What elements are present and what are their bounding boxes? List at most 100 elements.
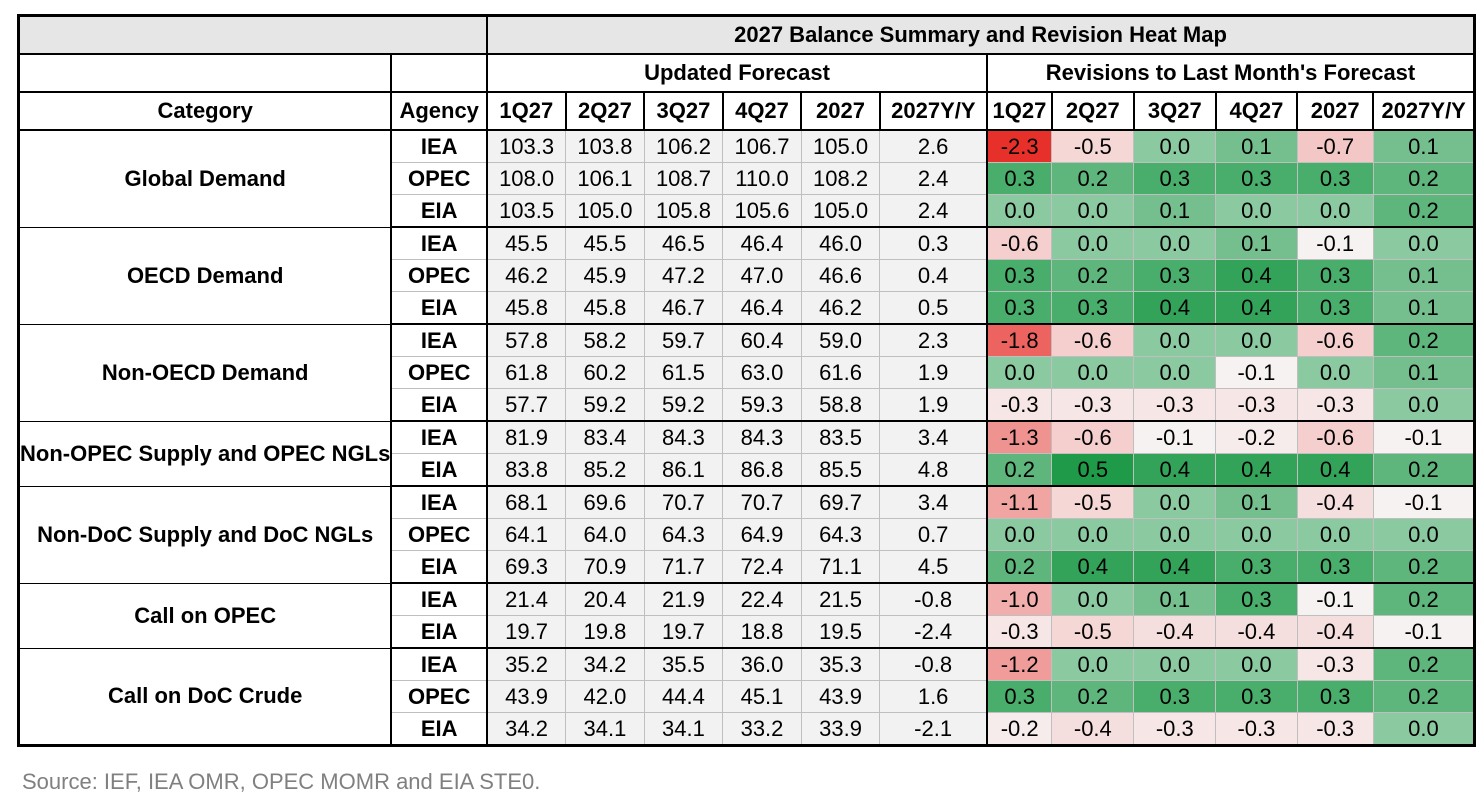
revision-heat-cell: -1.2 xyxy=(986,647,1053,681)
updated-value-cell: 86.1 xyxy=(643,453,724,487)
revision-heat-cell: -0.2 xyxy=(1215,420,1298,454)
revision-heat-cell: -0.3 xyxy=(1296,712,1374,747)
updated-value-cell: 72.4 xyxy=(722,550,802,584)
column-header-revisions-2: 3Q27 xyxy=(1132,91,1217,131)
agency-label: EIA xyxy=(390,194,489,228)
revision-heat-cell: 0.0 xyxy=(1215,647,1298,681)
updated-value-cell: 105.0 xyxy=(800,129,881,163)
revision-heat-cell: -0.6 xyxy=(986,226,1053,260)
revision-heat-cell: 0.1 xyxy=(1372,356,1476,389)
updated-value-cell: 83.8 xyxy=(486,453,567,487)
updated-value-cell: -0.8 xyxy=(879,647,988,681)
revision-heat-cell: 0.3 xyxy=(986,259,1053,292)
updated-value-cell: 21.4 xyxy=(486,582,567,616)
revision-heat-cell: 0.0 xyxy=(1133,129,1217,163)
source-note: Source: IEF, IEA OMR, OPEC MOMR and EIA … xyxy=(22,769,541,794)
updated-value-cell: 103.3 xyxy=(486,129,567,163)
revision-heat-cell: 0.2 xyxy=(1372,453,1476,487)
category-label: Global Demand xyxy=(18,129,393,228)
revision-heat-cell: -0.3 xyxy=(1133,388,1217,422)
updated-value-cell: 59.0 xyxy=(800,323,881,357)
agency-label: IEA xyxy=(390,485,489,519)
revision-heat-cell: 0.3 xyxy=(1215,550,1298,584)
revision-heat-cell: -1.0 xyxy=(986,582,1053,616)
updated-value-cell: 106.1 xyxy=(565,162,645,195)
revision-heat-cell: 0.3 xyxy=(1296,550,1374,584)
revision-heat-cell: -0.5 xyxy=(1051,129,1135,163)
column-header-updated-2: 3Q27 xyxy=(643,91,724,131)
updated-value-cell: 68.1 xyxy=(486,485,567,519)
category-label: OECD Demand xyxy=(18,226,393,325)
updated-value-cell: 71.1 xyxy=(800,550,881,584)
updated-value-cell: 3.4 xyxy=(879,420,988,454)
table-row: OPEC 64.1 64.0 64.3 64.9 64.3 0.7 0.0 0.0 0.0 0.0 0… xyxy=(19,518,1476,551)
table-row: EIA 103.5 105.0 105.8 105.6 105.0 2.4 0.0 0.0 0.1… xyxy=(19,194,1476,228)
updated-value-cell: 58.8 xyxy=(800,388,881,422)
table-row: EIA 83.8 85.2 86.1 86.8 85.5 4.8 0.2 0.5 0.4 0.4 0.… xyxy=(19,453,1476,487)
revision-heat-cell: -0.5 xyxy=(1051,485,1135,519)
revision-heat-cell: -0.1 xyxy=(1372,420,1476,454)
updated-value-cell: 84.3 xyxy=(643,420,724,454)
table-row: Global Demand IEA 103.3 103.8 106.2 106.7 105.… xyxy=(18,129,1476,228)
updated-value-cell: 1.6 xyxy=(879,680,988,713)
revision-heat-cell: 0.0 xyxy=(1133,356,1217,389)
revision-heat-cell: 0.0 xyxy=(1051,356,1135,389)
agency-label: OPEC xyxy=(390,162,489,195)
agency-label: IEA xyxy=(390,129,489,163)
revision-heat-cell: 0.1 xyxy=(1133,582,1217,616)
revision-heat-cell: 0.3 xyxy=(1296,680,1374,713)
column-header-updated-4: 2027 xyxy=(800,91,881,131)
updated-value-cell: 19.7 xyxy=(486,615,567,649)
revision-heat-cell: 0.0 xyxy=(1051,582,1135,616)
agency-label: OPEC xyxy=(390,356,489,389)
revision-heat-cell: 0.0 xyxy=(1215,518,1298,551)
column-header-updated-0: 1Q27 xyxy=(486,91,567,131)
revision-heat-cell: 0.2 xyxy=(1372,550,1476,584)
revision-heat-cell: 0.0 xyxy=(986,356,1053,389)
category-label: Non-OPEC Supply and OPEC NGLs xyxy=(18,420,393,487)
group-header-revisions: Revisions to Last Month's Forecast xyxy=(985,53,1476,93)
table-row: Call on DoC Crude IEA 35.2 34.2 35.5 36.0 35.3… xyxy=(18,647,1476,746)
table-row: Non-OECD Demand IEA 57.8 58.2 59.7 60.4 59.0 2.… xyxy=(18,323,1476,422)
updated-value-cell: 71.7 xyxy=(643,550,724,584)
updated-value-cell: 105.6 xyxy=(722,194,802,228)
revision-heat-cell: 0.4 xyxy=(1296,453,1374,487)
updated-value-cell: 45.9 xyxy=(565,259,645,292)
revision-heat-cell: 0.0 xyxy=(986,194,1053,228)
updated-value-cell: 2.4 xyxy=(879,162,988,195)
column-header-agency: Agency xyxy=(390,91,489,131)
table-row: EIA 34.2 34.1 34.1 33.2 33.9 -2.1 -0.2 -0.4 -0.3-… xyxy=(19,712,1476,747)
revision-heat-cell: 0.0 xyxy=(1051,226,1135,260)
updated-value-cell: 21.5 xyxy=(800,582,881,616)
agency-label: IEA xyxy=(390,420,489,454)
updated-value-cell: 83.4 xyxy=(565,420,645,454)
updated-value-cell: 69.7 xyxy=(800,485,881,519)
updated-value-cell: 22.4 xyxy=(722,582,802,616)
updated-value-cell: 4.5 xyxy=(879,550,988,584)
revision-heat-cell: -0.7 xyxy=(1296,129,1374,163)
updated-value-cell: 18.8 xyxy=(722,615,802,649)
revision-heat-cell: 0.2 xyxy=(1372,647,1476,681)
revision-heat-cell: 0.4 xyxy=(1215,453,1298,487)
updated-value-cell: 3.4 xyxy=(879,485,988,519)
revision-heat-cell: -0.3 xyxy=(1215,712,1298,747)
revision-heat-cell: -0.6 xyxy=(1296,420,1374,454)
revision-heat-cell: 0.1 xyxy=(1215,129,1298,163)
category-label: Call on DoC Crude xyxy=(18,647,393,746)
column-header-updated-1: 2Q27 xyxy=(564,91,646,131)
revision-heat-cell: -0.1 xyxy=(1372,485,1476,519)
revision-heat-cell: 0.3 xyxy=(1296,259,1374,292)
updated-value-cell: 42.0 xyxy=(565,680,645,713)
updated-value-cell: 70.9 xyxy=(565,550,645,584)
revision-heat-cell: -0.6 xyxy=(1051,323,1135,357)
updated-value-cell: 46.2 xyxy=(800,291,881,325)
updated-value-cell: 43.9 xyxy=(486,680,567,713)
updated-value-cell: 85.2 xyxy=(565,453,645,487)
updated-value-cell: 46.5 xyxy=(643,226,724,260)
revision-heat-cell: -0.1 xyxy=(1215,356,1298,389)
updated-value-cell: 64.1 xyxy=(486,518,567,551)
revision-heat-cell: -0.3 xyxy=(1215,388,1298,422)
revision-heat-cell: -0.4 xyxy=(1296,485,1374,519)
updated-value-cell: 36.0 xyxy=(722,647,802,681)
category-label: Call on OPEC xyxy=(18,582,393,649)
